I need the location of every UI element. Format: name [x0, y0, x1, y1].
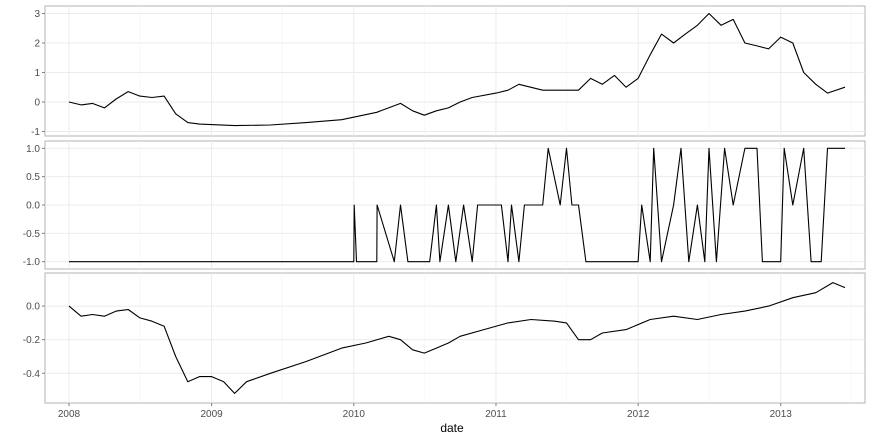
x-tick-label: 2013 [770, 409, 793, 420]
panel-middle-series-line [69, 147, 845, 263]
panel-bottom-background [44, 272, 866, 404]
panel-top-background [44, 5, 866, 137]
panel-top: -1 0 1 2 3 [31, 5, 866, 138]
x-tick-label: 2012 [627, 409, 650, 420]
panel-middle-y-tick-label: -1.0 [23, 257, 41, 268]
panel-bottom-series-line [68, 282, 846, 394]
panel-top-y-tick-label: 0 [34, 97, 40, 108]
panel-bottom-y-tick-label: -0.2 [23, 335, 41, 346]
panel-top-y-tick-label: 1 [34, 68, 40, 79]
panel-bottom-y-tick-label: -0.4 [23, 369, 41, 380]
panel-top-series-line [68, 12, 846, 127]
panel-top-y-tick-label: 2 [34, 38, 40, 49]
x-tick-label: 2011 [485, 409, 507, 420]
x-tick-label: 2009 [200, 409, 223, 420]
panels-layer: -1 0 1 2 3 -1.0 -0.5 0.0 0.5 1.0 -0.4 -0.2 0.0 [23, 5, 866, 404]
panel-top-y-tick-label: 3 [34, 9, 40, 20]
panel-middle: -1.0 -0.5 0.0 0.5 1.0 [23, 140, 866, 270]
panel-middle-y-tick-label: 0.5 [26, 172, 40, 183]
panel-top-y-tick-label: -1 [31, 127, 40, 138]
panel-middle-y-tick-label: 0.0 [26, 201, 40, 212]
x-tick-label: 2008 [58, 409, 81, 420]
x-tick-label: 2010 [343, 409, 366, 420]
panel-bottom: -0.4 -0.2 0.0 [23, 272, 866, 404]
panel-middle-y-tick-label: -0.5 [23, 229, 41, 240]
x-axis-title: date [440, 421, 464, 435]
panel-middle-y-tick-label: 1.0 [26, 144, 40, 155]
x-axis: 2008 2009 2010 2011 2012 2013 [58, 403, 792, 420]
panel-bottom-y-tick-label: 0.0 [26, 302, 40, 313]
